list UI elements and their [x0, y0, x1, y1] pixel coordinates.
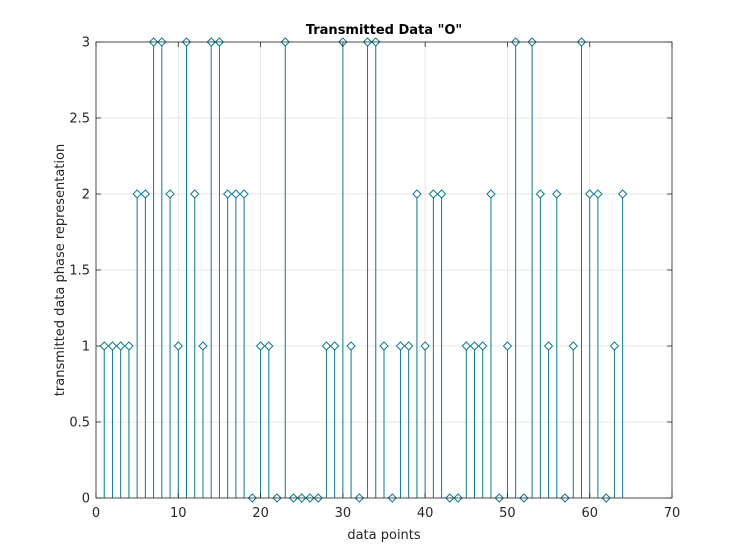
stem-marker: [115, 341, 126, 351]
stem-marker: [255, 341, 266, 351]
data-stems: [99, 37, 628, 503]
stem-marker: [502, 341, 513, 351]
stem-marker: [264, 341, 274, 351]
stem-marker: [428, 189, 439, 199]
stem-marker: [173, 341, 183, 351]
stem-marker: [346, 341, 356, 351]
stem-marker: [593, 189, 603, 199]
stem-marker: [403, 341, 414, 351]
axis-ticks: 0 10 20 30 40 50 60 70 0 0.5 1 1.5 2 2.5 3: [69, 36, 680, 522]
y-tick-label: 0: [82, 492, 90, 507]
stem-marker: [99, 341, 109, 351]
stem-marker: [140, 189, 151, 199]
stem-marker: [124, 341, 134, 351]
x-tick-label: 20: [252, 506, 269, 521]
stem-marker: [165, 189, 175, 199]
stem-marker: [469, 341, 480, 351]
y-tick-label: 3: [82, 36, 90, 51]
stem-marker: [198, 341, 208, 351]
x-tick-label: 50: [499, 506, 516, 521]
stem-marker: [568, 341, 578, 351]
stem-marker: [321, 341, 332, 351]
stem-marker: [420, 341, 430, 351]
stem-marker: [585, 189, 595, 199]
stem-marker: [412, 189, 422, 199]
chart-title: Transmitted Data "O": [306, 23, 462, 38]
x-tick-label: 70: [664, 506, 681, 521]
x-tick-label: 10: [170, 506, 187, 521]
stem-marker: [543, 341, 554, 351]
y-tick-label: 2: [82, 188, 90, 203]
stem-marker: [486, 189, 496, 199]
stem-marker: [190, 189, 200, 199]
stem-marker: [609, 341, 620, 351]
stem-marker: [379, 341, 389, 351]
x-axis-label: data points: [347, 528, 421, 543]
y-tick-label: 2.5: [69, 112, 90, 127]
stem-marker: [395, 341, 406, 351]
stem-marker: [231, 189, 241, 199]
y-tick-label: 0.5: [69, 416, 90, 431]
x-tick-label: 60: [581, 506, 598, 521]
x-tick-label: 40: [417, 506, 434, 521]
x-tick-label: 30: [335, 506, 352, 521]
y-tick-label: 1: [82, 340, 90, 355]
stem-marker: [329, 341, 340, 351]
stem-marker: [239, 189, 249, 199]
stem-marker: [461, 341, 471, 351]
stem-marker: [436, 189, 447, 199]
stem-marker: [132, 189, 142, 199]
y-tick-label: 1.5: [69, 264, 90, 279]
stem-marker: [222, 189, 233, 199]
x-tick-label: 0: [92, 506, 100, 521]
stem-marker: [478, 341, 488, 351]
stem-marker: [107, 341, 118, 351]
stem-marker: [617, 189, 628, 199]
y-axis-label: transmitted data phase representation: [53, 144, 68, 396]
stem-marker: [535, 189, 546, 199]
stem-marker: [552, 189, 562, 199]
